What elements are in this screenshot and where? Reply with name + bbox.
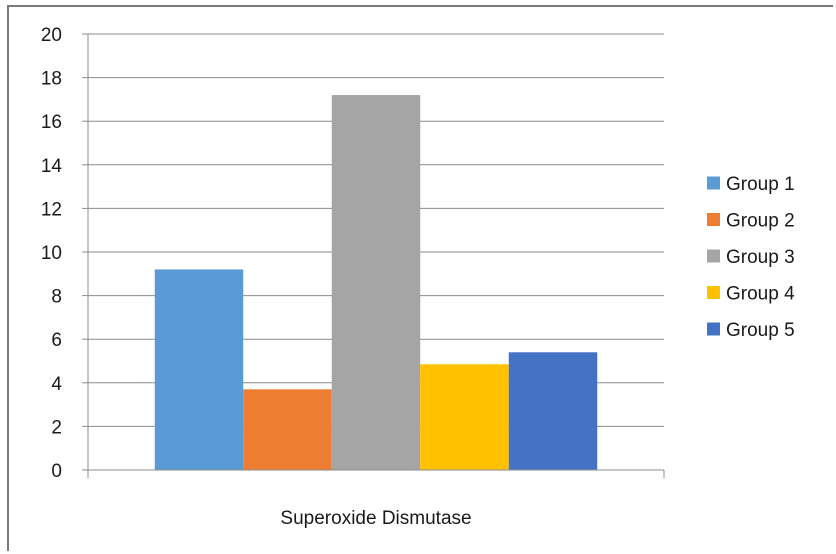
bar-group-3 — [331, 95, 421, 470]
category-labels: Superoxide Dismutase — [280, 508, 471, 529]
legend-label: Group 2 — [726, 211, 795, 232]
bars — [154, 95, 598, 470]
y-tick-label: 0 — [51, 461, 62, 482]
bar-group-1 — [154, 269, 244, 470]
y-tick-label: 10 — [41, 243, 62, 264]
y-tick-label: 18 — [41, 69, 62, 90]
y-tick-label: 16 — [41, 112, 62, 133]
bar-group-4 — [420, 364, 509, 470]
y-tick-label: 8 — [51, 287, 62, 308]
legend-label: Group 4 — [726, 284, 795, 305]
legend-swatch — [707, 286, 720, 299]
bar-group-2 — [243, 389, 332, 470]
y-tick-label: 2 — [51, 417, 62, 438]
legend-label: Group 1 — [726, 174, 795, 195]
y-tick-label: 6 — [51, 330, 62, 351]
legend-label: Group 5 — [726, 320, 795, 341]
y-tick-label: 20 — [41, 25, 62, 46]
legend-label: Group 3 — [726, 247, 795, 268]
y-tick-label: 14 — [41, 156, 63, 177]
axes — [87, 34, 665, 478]
legend-swatch — [707, 213, 720, 226]
y-tick-labels: 0 2 4 6 8 10 12 14 16 18 20 — [41, 25, 63, 482]
legend: Group 1 Group 2 Group 3 Group 4 Group 5 — [707, 174, 795, 341]
y-tick-label: 4 — [51, 374, 62, 395]
x-category-label: Superoxide Dismutase — [280, 508, 471, 529]
legend-swatch — [707, 249, 720, 263]
legend-swatch — [707, 176, 720, 190]
legend-swatch — [707, 322, 720, 336]
y-tick-label: 12 — [41, 199, 62, 220]
bar-group-5 — [508, 352, 598, 470]
